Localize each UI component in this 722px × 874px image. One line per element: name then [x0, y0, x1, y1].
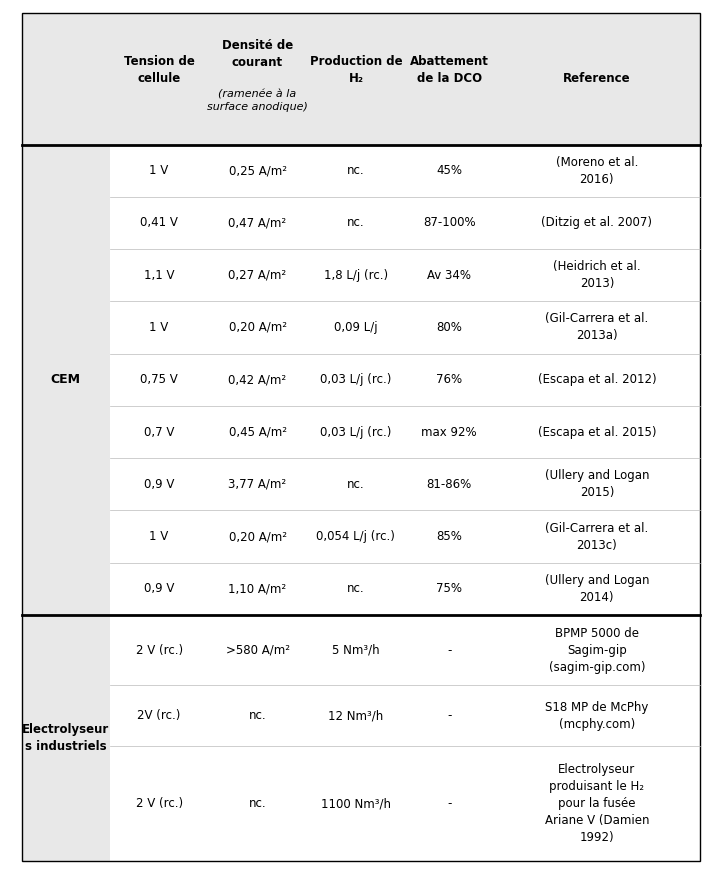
Text: max 92%: max 92% [422, 426, 477, 439]
Text: Av 34%: Av 34% [427, 268, 471, 281]
Text: (ramenée à la
surface anodique): (ramenée à la surface anodique) [207, 89, 308, 112]
Text: 0,25 A/m²: 0,25 A/m² [228, 164, 287, 177]
Text: 0,03 L/j (rc.): 0,03 L/j (rc.) [321, 373, 391, 386]
Text: Abattement
de la DCO: Abattement de la DCO [410, 55, 489, 85]
Bar [22, 615, 110, 861]
Text: 0,9 V: 0,9 V [144, 478, 174, 491]
Text: 1 V: 1 V [149, 321, 169, 334]
Text: 87-100%: 87-100% [423, 217, 476, 230]
Text: 3,77 A/m²: 3,77 A/m² [228, 478, 287, 491]
Text: nc.: nc. [347, 582, 365, 595]
Text: Production de
H₂: Production de H₂ [310, 55, 402, 85]
Text: Electrolyseur
produisant le H₂
pour la fusée
Ariane V (Damien
1992): Electrolyseur produisant le H₂ pour la f… [544, 763, 649, 844]
Text: 1,10 A/m²: 1,10 A/m² [228, 582, 287, 595]
Text: -: - [447, 644, 451, 656]
Text: 2 V (rc.): 2 V (rc.) [136, 644, 183, 656]
Text: 0,7 V: 0,7 V [144, 426, 174, 439]
Text: -: - [447, 797, 451, 810]
Text: 85%: 85% [436, 531, 462, 543]
Text: 0,20 A/m²: 0,20 A/m² [228, 531, 287, 543]
Text: nc.: nc. [347, 478, 365, 491]
Text: (Gil-Carrera et al.
2013c): (Gil-Carrera et al. 2013c) [545, 522, 648, 551]
Text: 1,1 V: 1,1 V [144, 268, 174, 281]
Text: 0,9 V: 0,9 V [144, 582, 174, 595]
Text: 0,47 A/m²: 0,47 A/m² [228, 217, 287, 230]
Text: (Moreno et al.
2016): (Moreno et al. 2016) [556, 156, 638, 185]
Text: 75%: 75% [436, 582, 462, 595]
Text: Reference: Reference [563, 73, 630, 86]
Text: 0,41 V: 0,41 V [140, 217, 178, 230]
Text: (Gil-Carrera et al.
2013a): (Gil-Carrera et al. 2013a) [545, 313, 648, 343]
Text: 0,45 A/m²: 0,45 A/m² [228, 426, 287, 439]
Text: >580 A/m²: >580 A/m² [225, 644, 290, 656]
Text: 2 V (rc.): 2 V (rc.) [136, 797, 183, 810]
Text: (Heidrich et al.
2013): (Heidrich et al. 2013) [553, 260, 640, 290]
Text: 1,8 L/j (rc.): 1,8 L/j (rc.) [324, 268, 388, 281]
Text: 0,27 A/m²: 0,27 A/m² [228, 268, 287, 281]
Text: nc.: nc. [248, 797, 266, 810]
Text: (Escapa et al. 2015): (Escapa et al. 2015) [538, 426, 656, 439]
Text: Electrolyseur
s industriels: Electrolyseur s industriels [22, 723, 110, 753]
Text: 81-86%: 81-86% [427, 478, 472, 491]
Text: CEM: CEM [51, 373, 81, 386]
Text: 76%: 76% [436, 373, 462, 386]
Text: 1 V: 1 V [149, 164, 169, 177]
Text: S18 MP de McPhy
(mcphy.com): S18 MP de McPhy (mcphy.com) [545, 701, 648, 731]
Bar [22, 13, 700, 144]
Text: 0,42 A/m²: 0,42 A/m² [228, 373, 287, 386]
Text: nc.: nc. [347, 164, 365, 177]
Bar [22, 144, 110, 615]
Text: nc.: nc. [248, 710, 266, 723]
Text: -: - [447, 710, 451, 723]
Text: (Escapa et al. 2012): (Escapa et al. 2012) [537, 373, 656, 386]
Text: (Ullery and Logan
2015): (Ullery and Logan 2015) [544, 469, 649, 499]
Text: 0,03 L/j (rc.): 0,03 L/j (rc.) [321, 426, 391, 439]
Text: Tension de
cellule: Tension de cellule [123, 55, 194, 85]
Text: Densité de
courant: Densité de courant [222, 39, 293, 69]
Text: 0,09 L/j: 0,09 L/j [334, 321, 378, 334]
Text: 5 Nm³/h: 5 Nm³/h [332, 644, 380, 656]
Text: 0,75 V: 0,75 V [140, 373, 178, 386]
Text: (Ullery and Logan
2014): (Ullery and Logan 2014) [544, 574, 649, 604]
Text: 80%: 80% [436, 321, 462, 334]
Text: 45%: 45% [436, 164, 462, 177]
Text: 12 Nm³/h: 12 Nm³/h [329, 710, 383, 723]
Text: (Ditzig et al. 2007): (Ditzig et al. 2007) [542, 217, 653, 230]
Text: 0,20 A/m²: 0,20 A/m² [228, 321, 287, 334]
Text: 1100 Nm³/h: 1100 Nm³/h [321, 797, 391, 810]
Text: 2V (rc.): 2V (rc.) [137, 710, 180, 723]
Text: 0,054 L/j (rc.): 0,054 L/j (rc.) [316, 531, 396, 543]
Text: 1 V: 1 V [149, 531, 169, 543]
Text: nc.: nc. [347, 217, 365, 230]
Text: BPMP 5000 de
Sagim-gip
(sagim-gip.com): BPMP 5000 de Sagim-gip (sagim-gip.com) [549, 627, 645, 674]
